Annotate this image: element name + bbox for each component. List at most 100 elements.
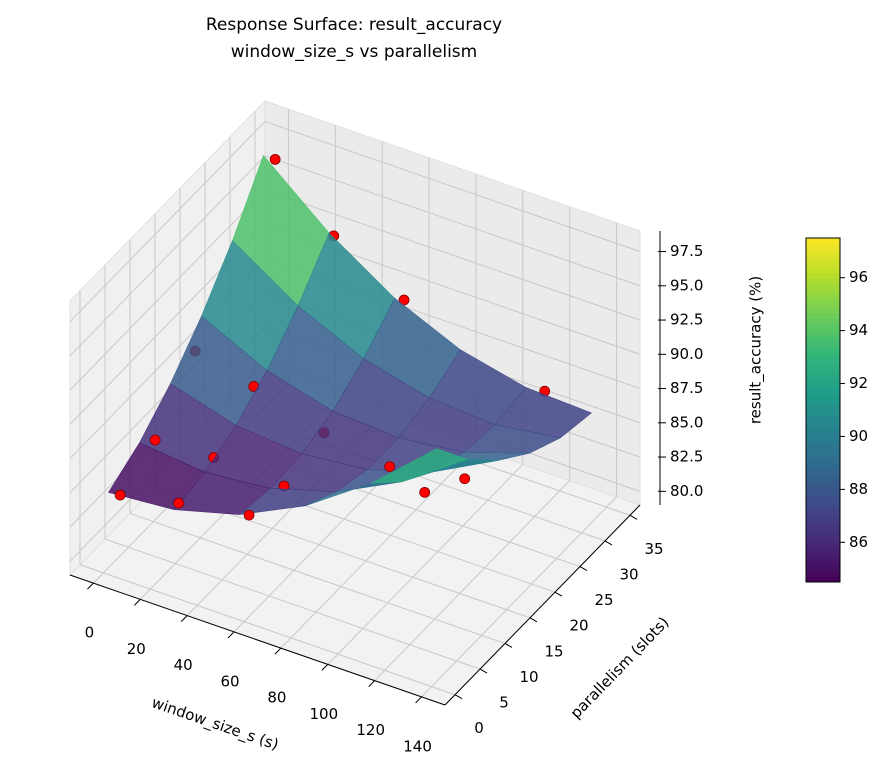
colorbar-cell bbox=[806, 530, 840, 537]
colorbar-cell bbox=[806, 518, 840, 526]
colorbar-cell bbox=[806, 260, 840, 268]
y-tick-label: 20 bbox=[569, 617, 588, 635]
colorbar-cell bbox=[806, 341, 840, 348]
grid-line bbox=[104, 538, 481, 670]
colorbar-cell bbox=[806, 570, 840, 577]
grid-line bbox=[79, 564, 456, 696]
colorbar-cell bbox=[806, 461, 840, 468]
colorbar-cell bbox=[806, 553, 840, 560]
colorbar-cell bbox=[806, 467, 840, 474]
y-tick bbox=[479, 668, 488, 674]
colorbar-cell bbox=[806, 427, 840, 434]
x-tick-label: 140 bbox=[403, 737, 432, 755]
x-tick-label: 0 bbox=[85, 624, 95, 642]
grid-line bbox=[264, 189, 641, 321]
data-point bbox=[459, 473, 471, 485]
data-point bbox=[398, 294, 410, 306]
x-tick bbox=[87, 582, 94, 590]
axis-line bbox=[69, 574, 446, 706]
z-tick-label: 92.5 bbox=[670, 311, 703, 329]
colorbar-tick-label: 94 bbox=[849, 321, 868, 339]
y-tick-label: 15 bbox=[544, 642, 563, 660]
y-tick bbox=[504, 643, 513, 648]
grid-line bbox=[264, 121, 641, 253]
colorbar-cell bbox=[806, 324, 840, 331]
colorbar-cell bbox=[806, 524, 840, 531]
colorbar-cell bbox=[806, 318, 840, 325]
colorbar-cell bbox=[806, 387, 840, 394]
colorbar-cell bbox=[806, 283, 840, 291]
colorbar-cell bbox=[806, 444, 840, 451]
grid-line bbox=[327, 464, 524, 665]
colorbar-cell bbox=[806, 255, 840, 262]
data-point bbox=[149, 434, 161, 446]
colorbar-cell bbox=[806, 289, 840, 296]
x-tick bbox=[274, 647, 282, 655]
colorbar-cell bbox=[806, 536, 840, 543]
colorbar-cell bbox=[806, 301, 840, 308]
colorbar-cell bbox=[806, 358, 840, 365]
x-tick-label: 100 bbox=[309, 705, 338, 723]
colorbar-cell bbox=[806, 404, 840, 411]
y-tick-label: 5 bbox=[499, 694, 509, 712]
colorbar-cell bbox=[806, 576, 840, 583]
y-tick-label: 0 bbox=[474, 719, 484, 737]
x-tick bbox=[227, 631, 235, 639]
data-point bbox=[173, 497, 185, 509]
z-tick-label: 90.0 bbox=[670, 345, 703, 363]
grid-line bbox=[129, 512, 506, 644]
colorbar-cell bbox=[806, 496, 840, 503]
y-tick-label: 10 bbox=[519, 668, 538, 686]
x-tick-label: 40 bbox=[174, 656, 193, 674]
colorbar-cell bbox=[806, 346, 840, 354]
grid-line bbox=[374, 480, 571, 681]
y-tick-label: 25 bbox=[594, 591, 613, 609]
data-point bbox=[384, 461, 396, 472]
colorbar-cell bbox=[806, 507, 840, 514]
colorbar-cell bbox=[806, 490, 840, 497]
colorbar-cell bbox=[806, 243, 840, 250]
colorbar-cell bbox=[806, 415, 840, 422]
z-tick-label: 95.0 bbox=[670, 276, 703, 294]
y-tick-label: 35 bbox=[644, 540, 663, 558]
axis-line bbox=[444, 504, 641, 706]
z-tick-label: 82.5 bbox=[670, 448, 703, 466]
y-tick bbox=[529, 617, 538, 623]
colorbar-cell bbox=[806, 478, 840, 486]
y-tick bbox=[554, 591, 563, 597]
colorbar-cell bbox=[806, 329, 840, 336]
data-point bbox=[243, 509, 255, 521]
colorbar-cell bbox=[806, 564, 840, 572]
x-tick bbox=[415, 696, 422, 704]
colorbar-cell bbox=[806, 541, 840, 549]
colorbar-frame bbox=[805, 237, 841, 583]
colorbar-cell bbox=[806, 306, 840, 314]
grid-line bbox=[69, 189, 266, 391]
surface-patch bbox=[370, 448, 469, 484]
y-tick bbox=[629, 514, 638, 520]
colorbar-cell bbox=[806, 266, 840, 273]
colorbar-cell bbox=[806, 335, 840, 342]
colorbar-cell bbox=[806, 501, 840, 508]
z-tick-label: 97.5 bbox=[670, 242, 703, 260]
x-axis-label: window_size_s (s) bbox=[149, 693, 281, 754]
colorbar-cell bbox=[806, 381, 840, 388]
chart-subtitle: window_size_s vs parallelism bbox=[231, 42, 477, 62]
colorbar-tick-label: 92 bbox=[849, 374, 868, 392]
colorbar-cell bbox=[806, 450, 840, 457]
x-tick-label: 20 bbox=[127, 640, 146, 658]
colorbar-cell bbox=[806, 364, 840, 371]
colorbar-cell bbox=[806, 547, 840, 554]
colorbar-cell bbox=[806, 272, 840, 279]
colorbar-cell bbox=[806, 398, 840, 405]
x-tick-label: 60 bbox=[221, 672, 240, 690]
z-axis-label: result_accuracy (%) bbox=[747, 276, 766, 424]
colorbar-cell bbox=[806, 392, 840, 400]
colorbar-cell bbox=[806, 238, 840, 245]
colorbar-cell bbox=[806, 432, 840, 440]
y-tick bbox=[604, 540, 613, 546]
x-tick bbox=[368, 680, 376, 687]
colorbar-cell bbox=[806, 249, 840, 256]
colorbar-cell bbox=[806, 513, 840, 520]
colorbar-cell bbox=[806, 421, 840, 428]
